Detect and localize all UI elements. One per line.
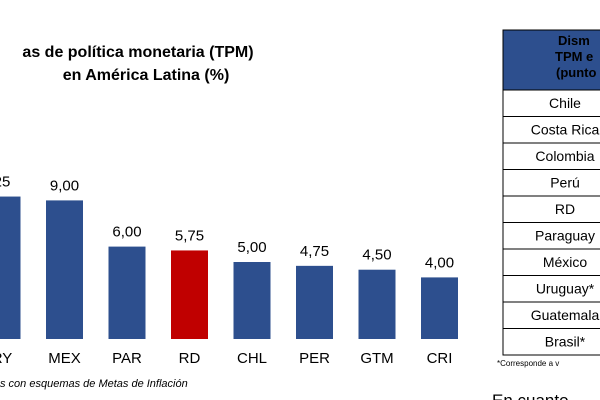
table-header-cell bbox=[502, 29, 600, 91]
table-header: (punto bbox=[556, 65, 596, 80]
x-tick-label: CRI bbox=[427, 350, 453, 367]
value-label: 4,50 bbox=[362, 247, 391, 264]
value-label: 4,75 bbox=[300, 243, 329, 260]
table-cell bbox=[502, 142, 600, 170]
x-tick-label: RD bbox=[179, 350, 201, 367]
x-tick-label: RY bbox=[0, 350, 12, 367]
table-header: Dism bbox=[558, 33, 590, 48]
table-cell bbox=[502, 275, 600, 303]
x-tick-label: PER bbox=[299, 350, 330, 367]
bar bbox=[171, 250, 208, 339]
body-text: En cuanto bbox=[492, 391, 569, 400]
bar bbox=[358, 269, 396, 339]
table-cell-text: Uruguay* bbox=[536, 281, 595, 297]
table-cell bbox=[502, 248, 600, 276]
value-label: 9,00 bbox=[50, 177, 79, 194]
table-cell-text: Colombia bbox=[535, 148, 594, 164]
bar bbox=[108, 246, 146, 339]
table-cell bbox=[502, 89, 600, 117]
footnote: s con esquemas de Metas de Inflación bbox=[0, 378, 188, 390]
table-cell-text: Guatemala bbox=[531, 307, 600, 323]
bar bbox=[46, 200, 83, 339]
table-cell-text: Costa Rica bbox=[531, 122, 600, 138]
x-tick-label: CHL bbox=[237, 350, 267, 367]
value-label: 5,00 bbox=[237, 239, 266, 256]
bar bbox=[0, 196, 21, 339]
value-label: 5,75 bbox=[175, 227, 204, 244]
table-cell bbox=[502, 301, 600, 329]
table-cell-text: Brasil* bbox=[545, 334, 586, 350]
table-cell bbox=[502, 328, 600, 356]
chart-title: as de política monetaria (TPM) bbox=[22, 44, 253, 61]
table-cell-text: Chile bbox=[549, 95, 581, 111]
table-cell-text: México bbox=[543, 254, 588, 270]
chart-title: en América Latina (%) bbox=[63, 67, 230, 84]
table-cell bbox=[502, 116, 600, 144]
value-label: 4,00 bbox=[425, 254, 454, 271]
bar bbox=[421, 277, 458, 339]
table-cell-text: Perú bbox=[550, 175, 580, 191]
table-cell bbox=[502, 195, 600, 223]
table-cell bbox=[502, 169, 600, 197]
x-tick-label: GTM bbox=[360, 350, 393, 367]
x-tick-label: PAR bbox=[112, 350, 142, 367]
value-label: 25 bbox=[0, 174, 10, 191]
table-cell bbox=[502, 222, 600, 250]
bar bbox=[296, 265, 333, 339]
table-note: *Corresponde a v bbox=[497, 359, 559, 368]
table-cell-text: RD bbox=[555, 201, 575, 217]
x-tick-label: MEX bbox=[48, 350, 81, 367]
value-label: 6,00 bbox=[112, 224, 141, 241]
table-cell-text: Paraguay bbox=[535, 228, 595, 244]
table-header: TPM e bbox=[555, 49, 593, 64]
bar bbox=[233, 262, 271, 339]
